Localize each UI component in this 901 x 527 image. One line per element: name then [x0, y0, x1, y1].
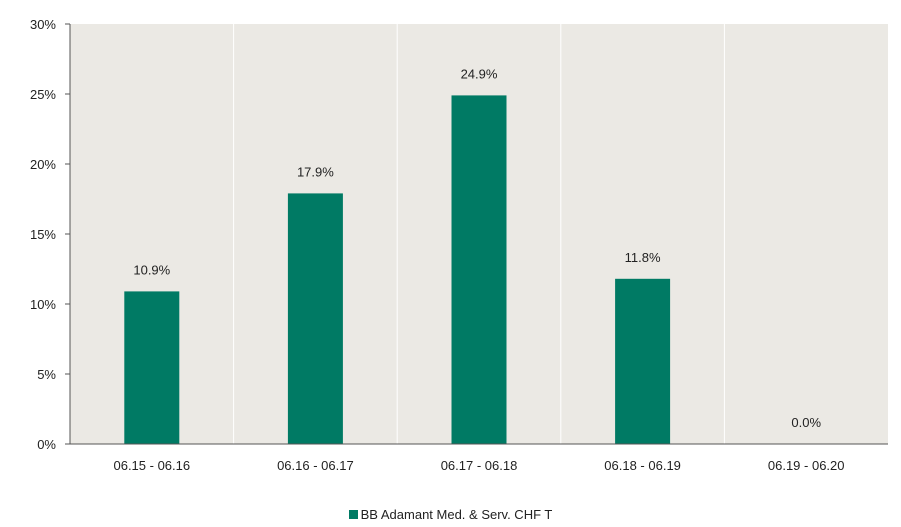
- y-tick-label: 20%: [30, 157, 56, 172]
- y-tick-label: 5%: [37, 367, 56, 382]
- bar: [287, 193, 343, 444]
- x-tick-label: 06.17 - 06.18: [441, 458, 518, 473]
- data-label: 0.0%: [791, 415, 821, 430]
- y-tick-label: 15%: [30, 227, 56, 242]
- bar: [615, 278, 671, 444]
- y-tick-label: 0%: [37, 437, 56, 452]
- legend: BB Adamant Med. & Serv. CHF T: [0, 507, 901, 522]
- bar-chart: 10.9% 17.9% 24.9% 11.8% 0.0% 0% 5% 10% 15% 20% 25…: [30, 17, 888, 473]
- bar: [451, 95, 507, 445]
- y-tick-label: 30%: [30, 17, 56, 32]
- y-tick-label: 25%: [30, 87, 56, 102]
- legend-label: BB Adamant Med. & Serv. CHF T: [360, 507, 553, 522]
- data-label: 17.9%: [297, 164, 334, 179]
- x-tick-label: 06.19 - 06.20: [768, 458, 845, 473]
- bar: [124, 291, 180, 444]
- legend-swatch: [348, 510, 358, 519]
- data-label: 11.8%: [625, 250, 661, 265]
- x-tick-label: 06.16 - 06.17: [277, 458, 354, 473]
- x-tick-label: 06.15 - 06.16: [113, 458, 190, 473]
- y-tick-label: 10%: [30, 297, 56, 312]
- data-label: 10.9%: [133, 262, 170, 277]
- x-tick-label: 06.18 - 06.19: [604, 458, 681, 473]
- data-label: 24.9%: [461, 66, 498, 81]
